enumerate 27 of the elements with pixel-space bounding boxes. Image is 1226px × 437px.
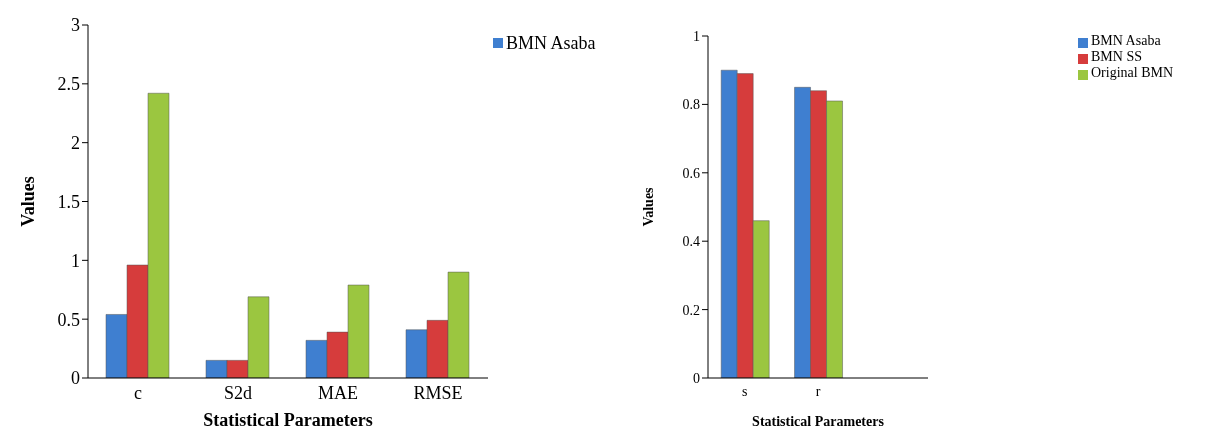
- y-tick-label: 0: [693, 370, 700, 386]
- y-tick-label: 0.8: [682, 97, 700, 113]
- y-axis-title: Values: [640, 186, 656, 227]
- y-tick-label: 0.5: [57, 309, 80, 330]
- y-tick-label: 0.6: [682, 165, 700, 181]
- y-tick-label: 0.2: [682, 302, 700, 318]
- x-axis-title: Statistical Parameters: [203, 410, 373, 430]
- y-axis-title: Values: [18, 176, 39, 227]
- legend-label: BMN SS: [1091, 49, 1142, 66]
- y-tick-label: 1: [693, 28, 700, 44]
- y-tick-label: 2: [71, 133, 80, 154]
- x-tick-label: c: [134, 382, 142, 403]
- x-tick-label: MAE: [318, 382, 358, 403]
- y-tick-label: 2.5: [57, 74, 80, 95]
- y-tick-label: 0: [71, 368, 80, 389]
- y-tick-label: 3: [71, 15, 80, 36]
- legend-label: BMN Asaba: [1091, 33, 1161, 50]
- y-tick-label: 1: [71, 250, 80, 271]
- y-tick-label: 0.4: [682, 234, 700, 250]
- x-tick-label: r: [815, 383, 821, 399]
- x-tick-label: RMSE: [413, 382, 463, 403]
- x-tick-label: s: [741, 383, 748, 399]
- x-tick-label: S2d: [223, 382, 253, 403]
- x-axis-title: Statistical Parameters: [752, 414, 885, 429]
- legend-label: BMN Asaba: [506, 33, 596, 54]
- legend-label: Original BMN: [1091, 65, 1174, 82]
- y-tick-label: 1.5: [57, 191, 80, 212]
